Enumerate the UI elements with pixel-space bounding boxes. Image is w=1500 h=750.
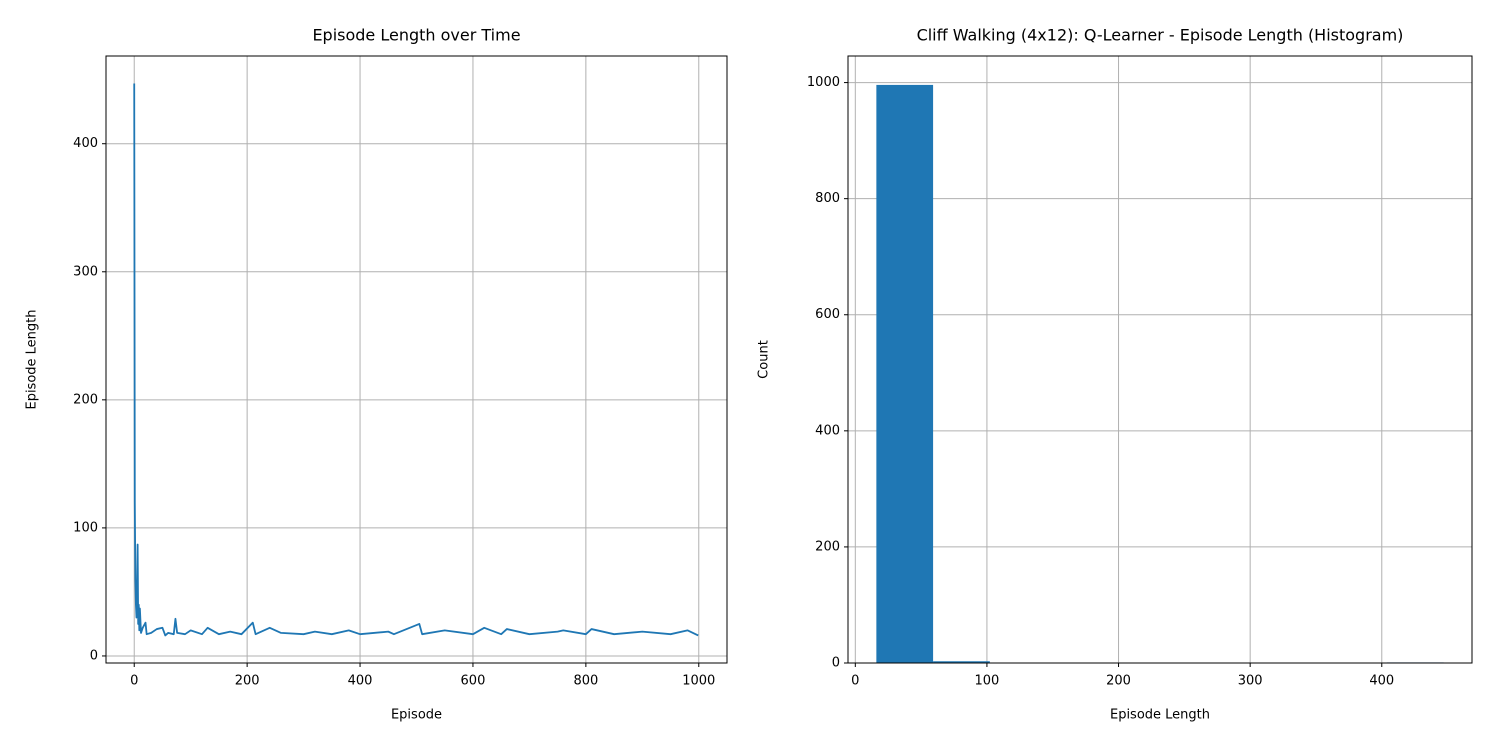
x-tick-label: 0 bbox=[130, 674, 138, 689]
histogram-bar bbox=[876, 84, 934, 663]
y-axis-label: Count bbox=[757, 340, 772, 379]
y-tick-label: 0 bbox=[90, 648, 98, 663]
x-tick-label: 400 bbox=[1369, 674, 1394, 689]
x-tick-label: 400 bbox=[348, 674, 373, 689]
chart-title: Cliff Walking (4x12): Q-Learner - Episod… bbox=[917, 26, 1404, 45]
x-tick-label: 600 bbox=[461, 674, 486, 689]
x-tick-label: 200 bbox=[1106, 674, 1131, 689]
y-tick-label: 600 bbox=[815, 307, 840, 322]
y-tick-label: 0 bbox=[832, 656, 840, 671]
chart-title: Episode Length over Time bbox=[312, 26, 520, 45]
y-tick-label: 300 bbox=[73, 264, 98, 279]
x-axis-label: Episode bbox=[391, 708, 442, 723]
x-tick-label: 300 bbox=[1238, 674, 1263, 689]
y-tick-label: 200 bbox=[73, 392, 98, 407]
y-tick-label: 400 bbox=[815, 423, 840, 438]
x-tick-label: 100 bbox=[975, 674, 1000, 689]
y-axis-label: Episode Length bbox=[25, 309, 40, 409]
axes-frame bbox=[847, 55, 1473, 664]
x-axis-label: Episode Length bbox=[1110, 708, 1210, 723]
histogram-bar bbox=[933, 661, 990, 663]
y-tick-label: 1000 bbox=[807, 75, 840, 90]
y-tick-label: 100 bbox=[73, 520, 98, 535]
axes-frame bbox=[105, 55, 728, 664]
x-tick-label: 0 bbox=[851, 674, 859, 689]
line-series bbox=[133, 83, 699, 637]
y-tick-label: 200 bbox=[815, 539, 840, 554]
x-tick-label: 1000 bbox=[682, 674, 715, 689]
x-tick-label: 800 bbox=[573, 674, 598, 689]
x-tick-label: 200 bbox=[235, 674, 260, 689]
y-tick-label: 800 bbox=[815, 191, 840, 206]
y-tick-label: 400 bbox=[73, 136, 98, 151]
